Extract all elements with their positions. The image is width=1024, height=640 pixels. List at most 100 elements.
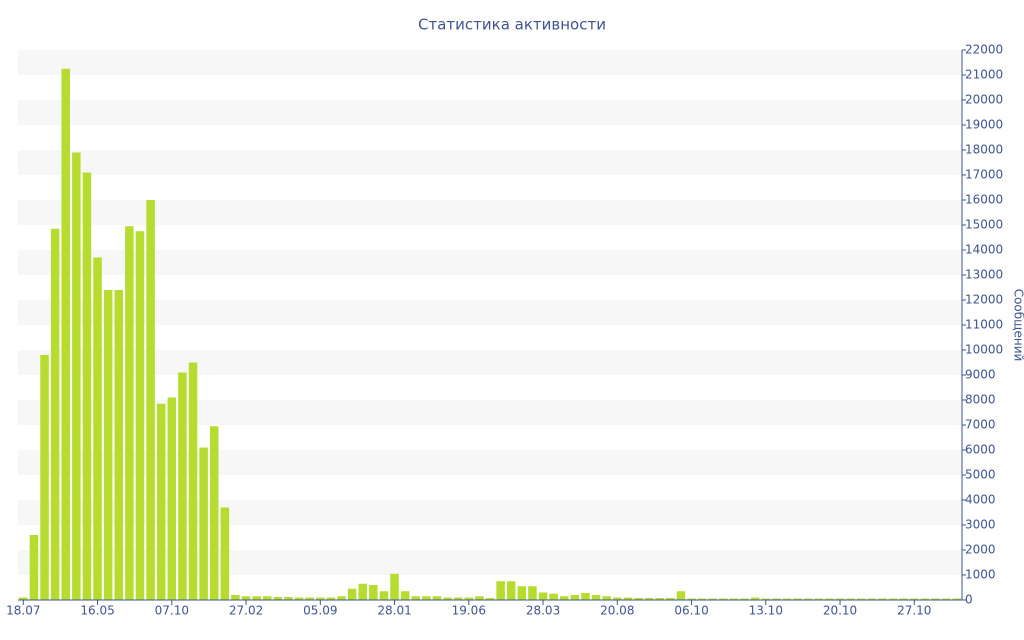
bar bbox=[220, 507, 230, 600]
bar bbox=[708, 598, 717, 600]
bar bbox=[729, 598, 739, 600]
bar bbox=[856, 598, 866, 600]
y-tick-label: 6000 bbox=[965, 443, 996, 457]
x-tick-label: 27.10 bbox=[897, 604, 931, 618]
bar bbox=[549, 593, 558, 600]
bar bbox=[803, 598, 813, 600]
bar bbox=[825, 598, 834, 600]
y-tick-label: 20000 bbox=[965, 93, 1003, 107]
bar bbox=[581, 593, 590, 600]
x-tick-label: 13.10 bbox=[749, 604, 783, 618]
x-tick-label: 28.03 bbox=[526, 604, 560, 618]
bar bbox=[602, 596, 611, 600]
bar bbox=[697, 598, 707, 600]
bar bbox=[719, 598, 728, 600]
bar bbox=[114, 290, 124, 600]
y-tick-label: 0 bbox=[965, 593, 973, 607]
y-axis-label: Сообщений bbox=[1012, 289, 1024, 362]
x-tick-label: 28.01 bbox=[377, 604, 411, 618]
x-tick-label: 27.02 bbox=[229, 604, 263, 618]
y-tick-label: 11000 bbox=[965, 318, 1003, 332]
bar bbox=[506, 581, 516, 600]
bar bbox=[941, 598, 951, 600]
bar bbox=[846, 598, 855, 600]
bar bbox=[613, 597, 622, 600]
bar bbox=[793, 598, 802, 600]
bar bbox=[676, 591, 686, 600]
x-tick-label: 07.10 bbox=[155, 604, 189, 618]
bar bbox=[61, 68, 70, 600]
x-tick-label: 19.06 bbox=[452, 604, 486, 618]
bar bbox=[782, 598, 792, 600]
bar bbox=[761, 598, 771, 600]
bar bbox=[485, 598, 495, 600]
bar bbox=[93, 257, 102, 600]
bar bbox=[687, 598, 696, 600]
bar bbox=[644, 598, 654, 600]
grid-band bbox=[18, 250, 962, 275]
y-tick-label: 12000 bbox=[965, 293, 1003, 307]
y-tick-label: 9000 bbox=[965, 368, 996, 382]
bar bbox=[560, 596, 569, 600]
bar bbox=[358, 583, 367, 600]
bar bbox=[19, 597, 28, 600]
bar bbox=[878, 598, 887, 600]
bar bbox=[347, 588, 357, 600]
x-tick-label: 18.07 bbox=[6, 604, 40, 618]
x-tick-label: 20.10 bbox=[823, 604, 857, 618]
grid-band bbox=[18, 50, 962, 75]
y-tick-label: 10000 bbox=[965, 343, 1003, 357]
y-tick-label: 2000 bbox=[965, 543, 996, 557]
bar bbox=[888, 598, 898, 600]
y-tick-label: 7000 bbox=[965, 418, 996, 432]
y-tick-label: 14000 bbox=[965, 243, 1003, 257]
bar bbox=[740, 598, 749, 600]
grid-band bbox=[18, 350, 962, 375]
y-tick-label: 4000 bbox=[965, 493, 996, 507]
bar bbox=[623, 597, 633, 600]
bar bbox=[40, 355, 49, 600]
bar bbox=[411, 596, 420, 600]
bar bbox=[199, 447, 208, 600]
bar bbox=[750, 597, 760, 600]
bar bbox=[867, 598, 877, 600]
bar bbox=[591, 595, 601, 600]
bar bbox=[305, 597, 314, 600]
y-tick-label: 16000 bbox=[965, 193, 1003, 207]
bar bbox=[316, 597, 325, 600]
bar bbox=[655, 598, 664, 600]
bar bbox=[538, 592, 548, 600]
y-tick-label: 22000 bbox=[965, 43, 1003, 57]
y-tick-label: 21000 bbox=[965, 68, 1003, 82]
bar bbox=[125, 226, 134, 600]
grid-band bbox=[18, 100, 962, 125]
bar bbox=[50, 228, 60, 600]
bar bbox=[209, 426, 219, 600]
x-tick-label: 16.05 bbox=[80, 604, 114, 618]
bar bbox=[146, 200, 155, 600]
bar bbox=[400, 591, 410, 600]
y-tick-label: 5000 bbox=[965, 468, 996, 482]
bar bbox=[29, 535, 39, 600]
bar bbox=[231, 595, 240, 600]
bar bbox=[263, 596, 272, 600]
chart-title: Статистика активности bbox=[418, 16, 606, 34]
bar bbox=[835, 598, 845, 600]
bar bbox=[178, 372, 187, 600]
y-tick-label: 15000 bbox=[965, 218, 1003, 232]
grid-band bbox=[18, 150, 962, 175]
x-tick-label: 05.09 bbox=[303, 604, 337, 618]
y-tick-label: 19000 bbox=[965, 118, 1003, 132]
bar bbox=[453, 597, 463, 600]
bar bbox=[443, 597, 452, 600]
bar bbox=[294, 597, 304, 600]
bar bbox=[432, 596, 442, 600]
bar bbox=[814, 598, 824, 600]
bar bbox=[899, 598, 908, 600]
grid-band bbox=[18, 200, 962, 225]
x-tick-label: 20.08 bbox=[600, 604, 634, 618]
y-tick-label: 8000 bbox=[965, 393, 996, 407]
bar bbox=[496, 581, 505, 600]
bar bbox=[570, 595, 580, 600]
